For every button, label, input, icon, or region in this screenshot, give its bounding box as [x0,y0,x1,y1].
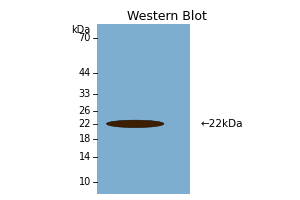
Text: 26: 26 [78,106,91,116]
Text: 18: 18 [79,134,91,144]
Title: Western Blot: Western Blot [127,10,206,23]
Text: 70: 70 [78,33,91,43]
Text: kDa: kDa [72,25,91,35]
Text: ←22kDa: ←22kDa [200,119,243,129]
Text: 33: 33 [79,89,91,99]
Text: 44: 44 [79,68,91,78]
Ellipse shape [106,120,164,128]
Text: 10: 10 [79,177,91,187]
Text: 22: 22 [78,119,91,129]
Bar [97,24,190,194]
Text: 14: 14 [79,152,91,162]
